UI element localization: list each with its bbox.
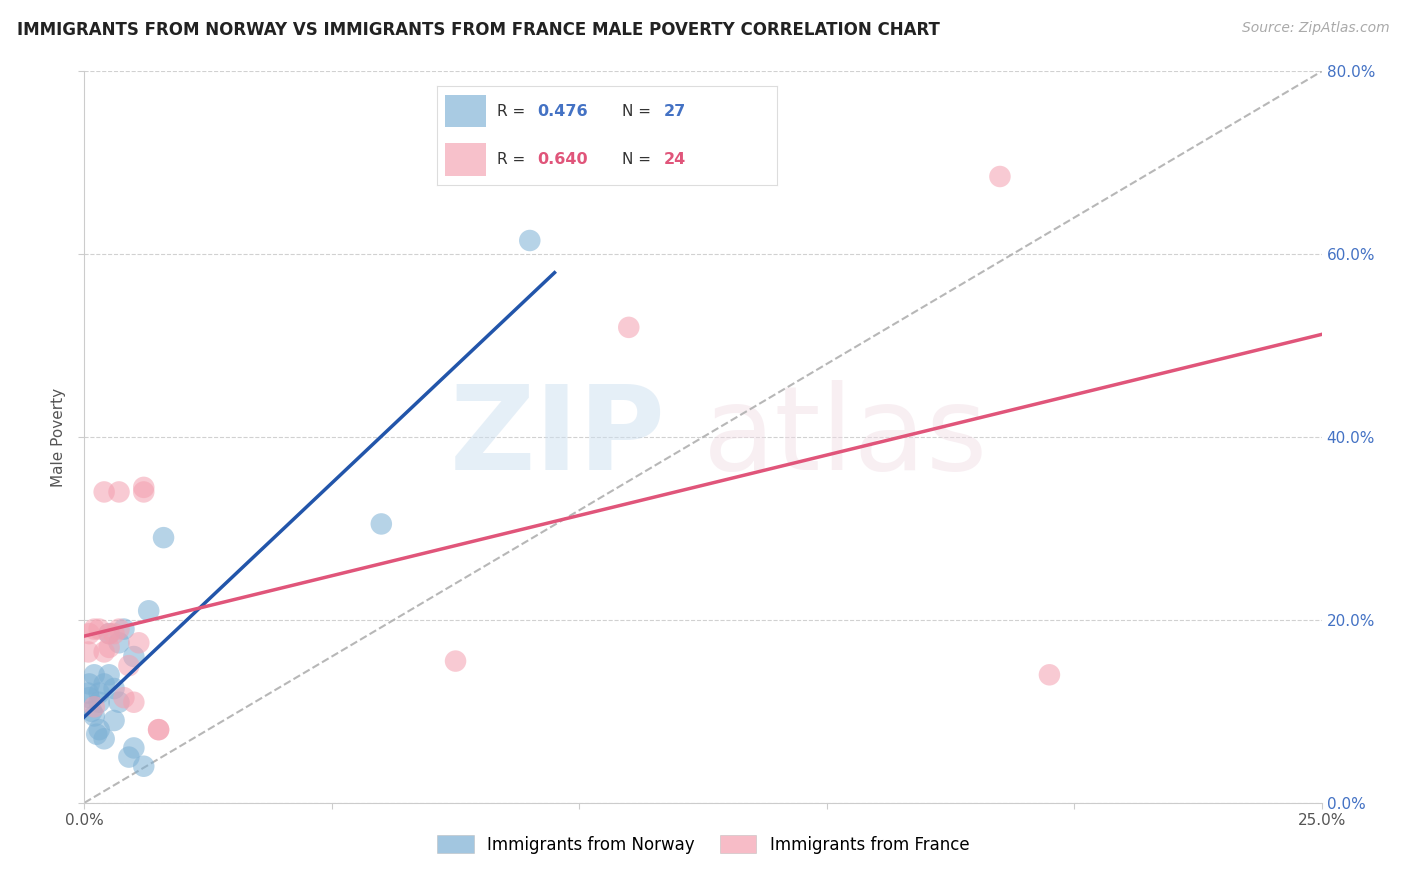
Point [112,690,135,705]
Point [122,695,145,709]
Point [83,709,105,723]
Point [118,750,141,764]
Point [86,727,108,741]
Point [98,640,121,655]
Text: Source: ZipAtlas.com: Source: ZipAtlas.com [1241,21,1389,36]
Y-axis label: Male Poverty: Male Poverty [51,387,66,487]
Point [148,723,170,737]
Point [370,516,392,531]
Legend: Immigrants from Norway, Immigrants from France: Immigrants from Norway, Immigrants from … [430,829,976,860]
Point [128,636,150,650]
Point [89,622,111,636]
Point [77,686,100,700]
Point [89,695,111,709]
Point [617,320,640,334]
Point [122,740,145,755]
Point [79,626,101,640]
Point [80,705,103,719]
Point [108,622,131,636]
Point [93,731,115,746]
Point [118,658,141,673]
Point [79,677,101,691]
Point [77,645,100,659]
Point [1038,667,1060,681]
Point [108,636,131,650]
Point [152,531,174,545]
Point [138,604,160,618]
Point [519,234,541,248]
Point [83,699,105,714]
Text: IMMIGRANTS FROM NORWAY VS IMMIGRANTS FROM FRANCE MALE POVERTY CORRELATION CHART: IMMIGRANTS FROM NORWAY VS IMMIGRANTS FRO… [17,21,939,39]
Point [93,645,115,659]
Point [108,485,131,500]
Point [79,690,101,705]
Point [83,622,105,636]
Text: atlas: atlas [703,380,988,494]
Text: ZIP: ZIP [450,380,666,494]
Point [83,667,105,681]
Point [444,654,467,668]
Point [132,759,155,773]
Point [132,485,155,500]
Point [103,681,125,696]
Point [112,622,135,636]
Point [148,723,170,737]
Point [132,480,155,494]
Point [103,714,125,728]
Point [103,626,125,640]
Point [93,485,115,500]
Point [98,667,121,681]
Point [89,723,111,737]
Point [988,169,1011,184]
Point [108,695,131,709]
Point [122,649,145,664]
Point [93,677,115,691]
Point [98,626,121,640]
Point [89,686,111,700]
Point [98,626,121,640]
